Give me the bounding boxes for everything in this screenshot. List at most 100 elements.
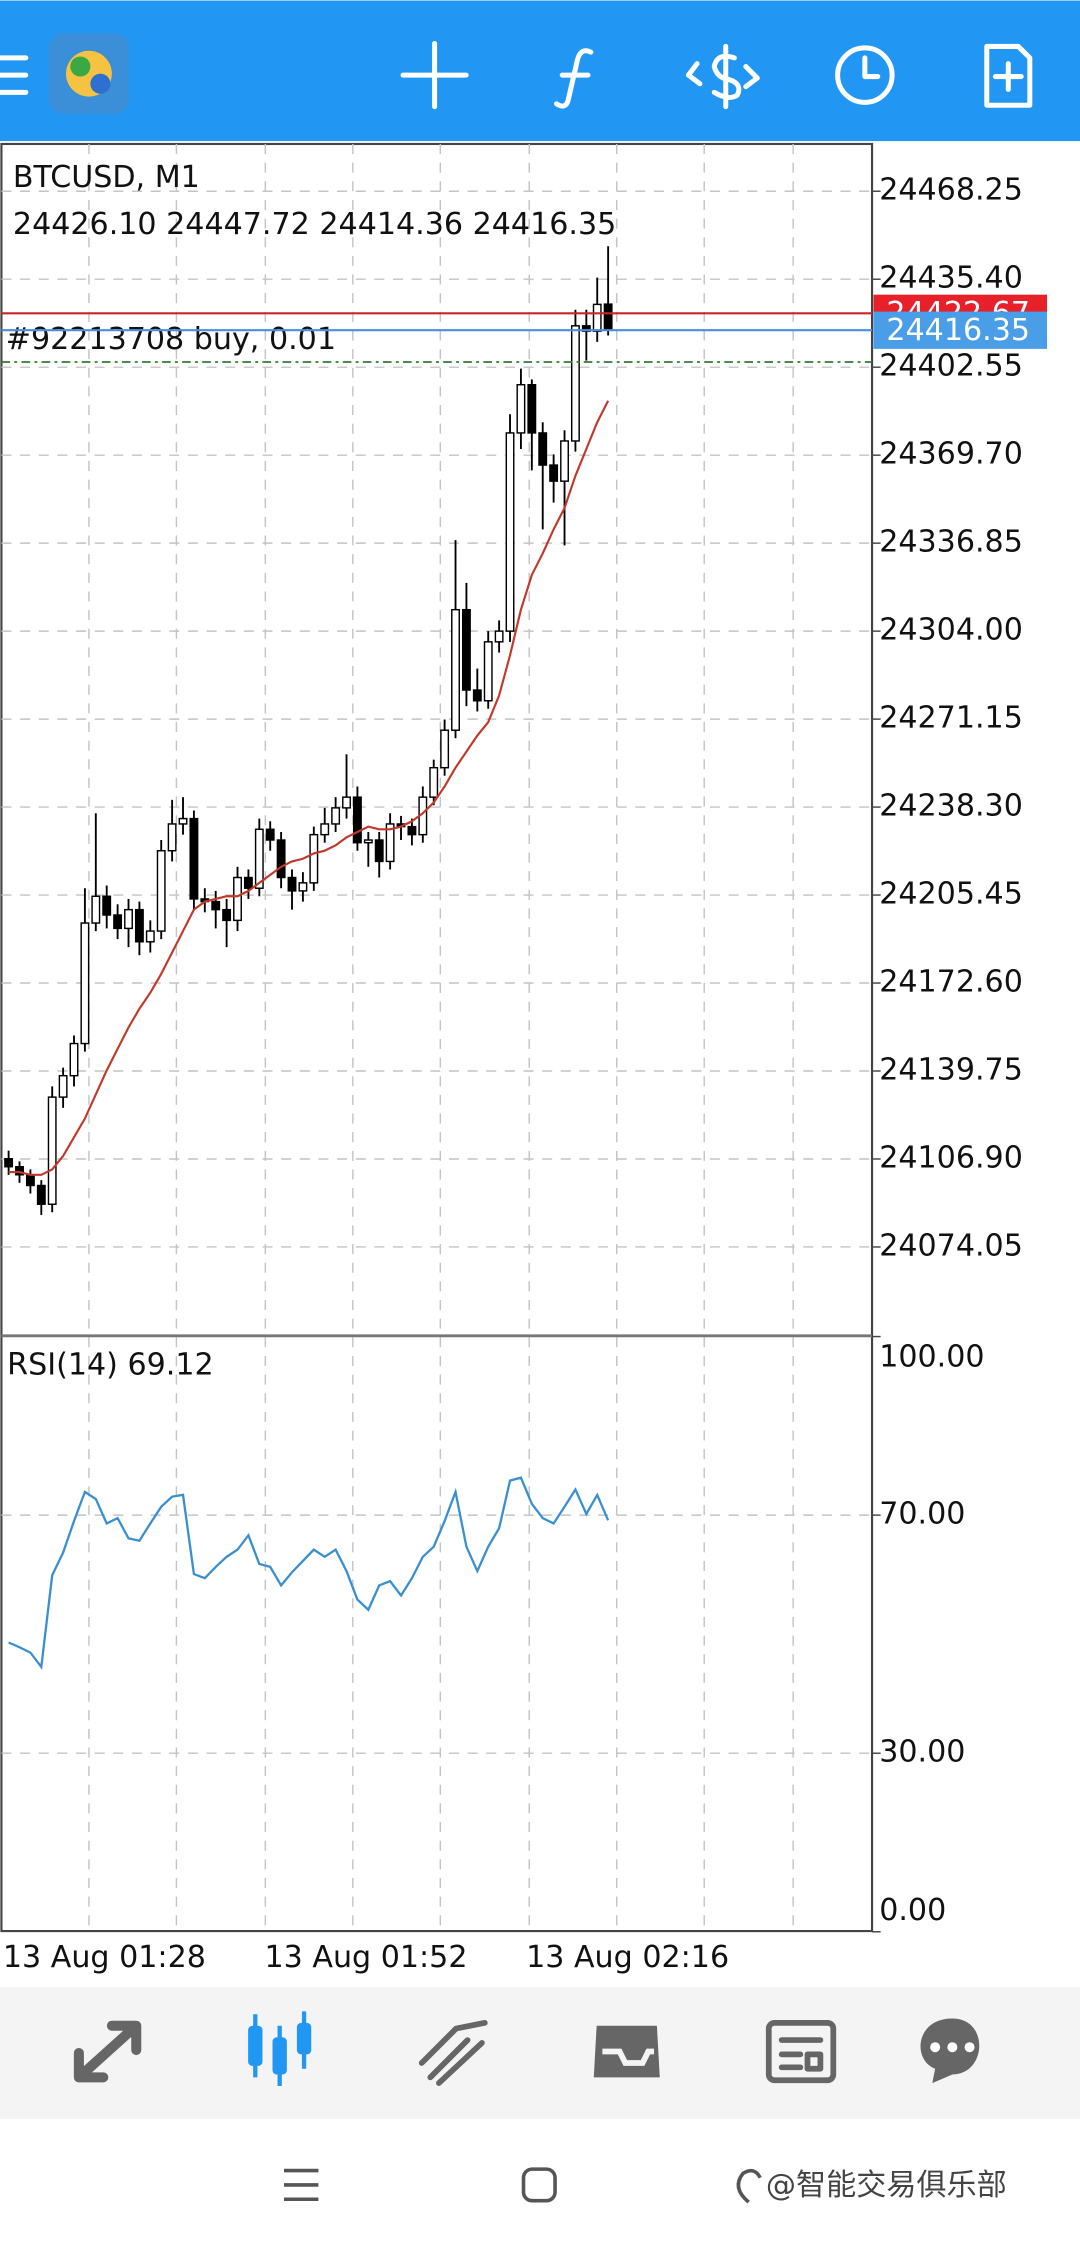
candle-body	[156, 850, 166, 932]
candle-body	[374, 839, 384, 863]
candle-body	[124, 908, 133, 930]
candle-body	[592, 303, 602, 332]
candle-body	[189, 817, 199, 900]
candle-body	[47, 1096, 57, 1205]
candle-body	[527, 384, 537, 434]
news-tab[interactable]	[765, 2019, 837, 2084]
candle-body	[320, 823, 330, 836]
candle-body	[25, 1174, 35, 1187]
y-tick-label: 24172.60	[879, 965, 1023, 1000]
y-tick-label: 24238.30	[879, 789, 1023, 824]
x-tick-label: 13 Aug 01:28	[3, 1940, 206, 1975]
price-label: 24416.35	[886, 313, 1030, 348]
moving-average	[8, 400, 610, 1176]
candle-body	[472, 689, 482, 702]
new-order-button[interactable]	[984, 43, 1033, 108]
trade-button[interactable]	[685, 43, 760, 110]
back-button[interactable]	[736, 2168, 762, 2204]
y-tick-label: 24402.55	[879, 349, 1023, 384]
candle-body	[440, 729, 450, 769]
candle-body	[603, 303, 613, 331]
y-tick-label: 24074.05	[879, 1228, 1023, 1263]
y-tick-label: 30.00	[879, 1735, 965, 1770]
candle-body	[145, 930, 155, 943]
x-tick-label: 13 Aug 01:52	[264, 1940, 467, 1975]
candle-body	[385, 823, 395, 863]
candle-body	[363, 839, 373, 844]
candle-body	[91, 895, 101, 924]
toolbar	[0, 0, 1080, 142]
candle-body	[298, 882, 308, 892]
candle-body	[134, 908, 144, 943]
system-nav	[0, 2120, 1080, 2250]
candle-body	[233, 876, 242, 922]
candle-body	[309, 833, 319, 884]
y-tick-label: 70.00	[879, 1497, 965, 1532]
candle-body	[265, 828, 275, 841]
candle-body	[451, 608, 460, 731]
y-tick-label: 24139.75	[879, 1053, 1023, 1088]
rsi-line	[8, 1476, 610, 1670]
ohlc-readout: 24426.10 24447.72 24414.36 24416.35	[13, 207, 616, 242]
candle-body	[276, 839, 286, 879]
candle-body	[461, 608, 471, 691]
price-label-box	[873, 311, 1048, 349]
y-tick-label: 24468.25	[879, 173, 1023, 208]
home-button[interactable]	[521, 2167, 557, 2203]
menu-button[interactable]	[0, 55, 29, 95]
quotes-tab[interactable]	[73, 2020, 142, 2083]
trade-tab[interactable]	[418, 2019, 488, 2086]
candle-body	[560, 440, 569, 482]
x-tick-label: 13 Aug 02:16	[526, 1940, 729, 1975]
y-tick-label: 24369.70	[879, 437, 1023, 472]
order-label: #92213708 buy, 0.01	[6, 322, 336, 357]
candle-body	[538, 432, 548, 466]
candle-body	[80, 922, 90, 1045]
candle-body	[58, 1074, 68, 1098]
watermark: @智能交易俱乐部	[766, 2168, 1007, 2203]
indicators-button[interactable]	[553, 48, 594, 109]
y-tick-label: 24271.15	[879, 701, 1023, 736]
candle-body	[113, 914, 123, 930]
y-tick-label: 24106.90	[879, 1140, 1023, 1175]
chart-tab[interactable]	[248, 2011, 312, 2086]
candle-body	[516, 384, 526, 434]
candle-body	[407, 825, 417, 836]
history-tab[interactable]	[593, 2025, 660, 2078]
candle-body	[178, 817, 188, 825]
candle-body	[505, 432, 515, 632]
app-logo[interactable]	[48, 33, 130, 114]
rsi-title: RSI(14) 69.12	[7, 1347, 213, 1382]
symbol-title: BTCUSD, M1	[13, 160, 200, 195]
history-button[interactable]	[835, 45, 895, 105]
candle-body	[352, 796, 362, 844]
candle-body	[254, 828, 264, 889]
chat-tab[interactable]	[920, 2018, 980, 2084]
candle-body	[69, 1042, 79, 1077]
candle-body	[342, 796, 351, 809]
crosshair-button[interactable]	[400, 41, 469, 110]
candle-body	[4, 1157, 14, 1168]
candle-body	[429, 766, 439, 798]
candle-body	[549, 464, 559, 482]
chart-area: BTCUSD, M1 24426.10 24447.72 24414.36 24…	[0, 142, 1048, 1975]
candle-body	[570, 325, 580, 442]
bottom-nav	[0, 1986, 1080, 2119]
candle-body	[494, 630, 504, 643]
y-tick-label: 24336.85	[879, 525, 1023, 560]
y-tick-label: 24435.40	[879, 261, 1023, 296]
y-tick-label: 100.00	[879, 1340, 984, 1375]
candle-body	[102, 895, 112, 916]
plot-frame	[0, 142, 874, 1933]
candle-body	[287, 876, 297, 892]
y-tick-label: 24205.45	[879, 877, 1023, 912]
candle-body	[222, 908, 232, 922]
candle-body	[167, 823, 177, 852]
candle-body	[331, 807, 341, 825]
recent-apps-button[interactable]	[283, 2168, 319, 2202]
candle-body	[211, 900, 221, 911]
candle-body	[243, 876, 253, 889]
candle-body	[483, 641, 493, 702]
candle-body	[15, 1166, 24, 1176]
